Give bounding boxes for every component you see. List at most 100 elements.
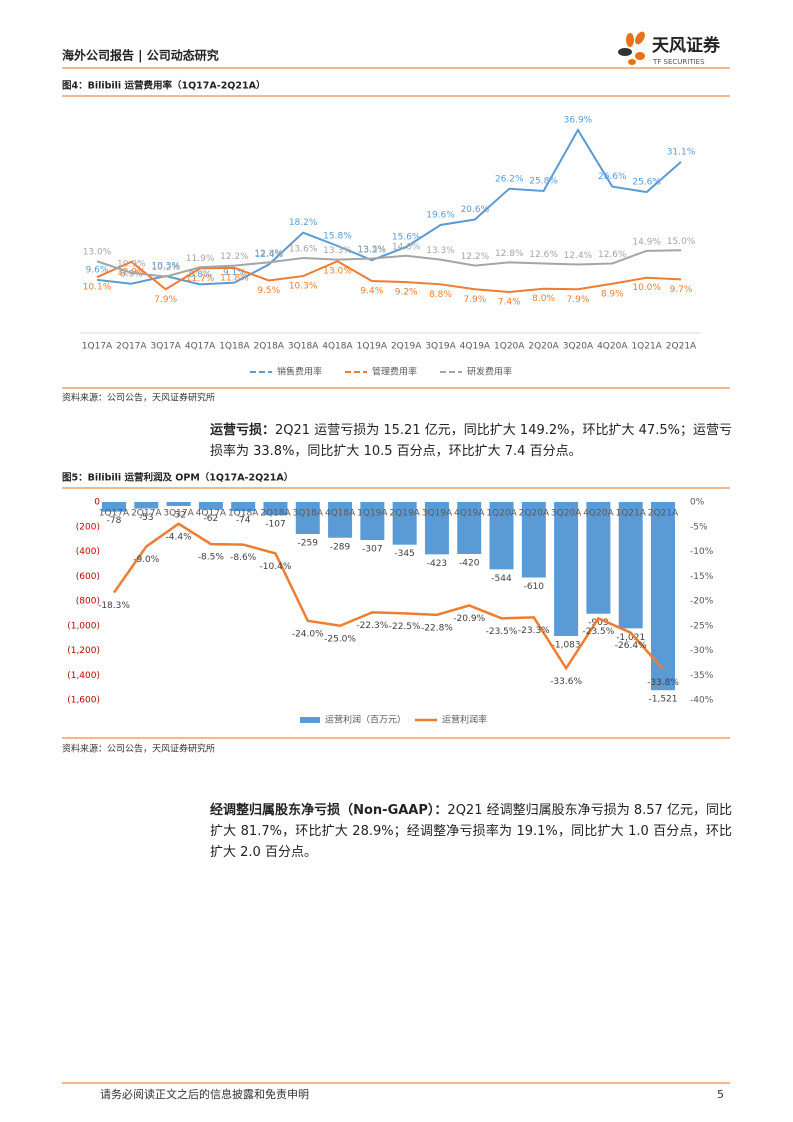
y-tick-label: (800): [76, 597, 100, 607]
x-tick-label: 4Q18A: [325, 509, 356, 519]
data-label: -903: [588, 618, 608, 628]
data-label: 18.2%: [289, 218, 318, 228]
y-tick-label: (200): [76, 522, 100, 532]
x-tick-label: 1Q17A: [99, 509, 130, 519]
x-tick-label: 2Q20A: [528, 342, 559, 352]
x-tick-label: 3Q17A: [150, 342, 181, 352]
logo: [618, 31, 645, 65]
data-label: 12.2%: [220, 252, 249, 262]
bar: [328, 502, 353, 538]
data-label: -289: [330, 542, 351, 552]
data-label: -544: [491, 574, 512, 584]
data-label: 12.4%: [254, 250, 283, 260]
x-tick-label: 4Q20A: [583, 509, 614, 519]
y2-tick-label: -35%: [690, 671, 714, 681]
data-label: -78: [107, 516, 122, 526]
bar: [521, 502, 546, 578]
data-label: 9.6%: [86, 265, 109, 275]
bar: [457, 502, 482, 554]
y2-tick-label: -5%: [690, 522, 708, 532]
data-label: -259: [298, 539, 319, 549]
data-label: -23.3%: [518, 626, 550, 636]
y2-tick-label: -15%: [690, 572, 714, 582]
x-tick-label: 1Q20A: [494, 342, 525, 352]
bar: [231, 502, 256, 512]
y2-tick-label: -20%: [690, 597, 714, 607]
data-label: 9.4%: [360, 287, 383, 297]
x-tick-label: 3Q18A: [288, 342, 319, 352]
data-label: -32: [171, 510, 186, 520]
data-label: -18.3%: [98, 601, 130, 611]
data-label: 15.0%: [667, 237, 696, 247]
bar: [618, 502, 643, 629]
y-tick-label: (400): [76, 547, 100, 557]
legend-label: 销售费用率: [277, 366, 322, 378]
data-label: -62: [204, 514, 219, 524]
data-label: 13.5%: [358, 245, 387, 255]
data-label: 15.8%: [323, 231, 352, 241]
x-tick-label: 2Q17A: [116, 342, 147, 352]
data-label: 12.6%: [529, 250, 558, 260]
data-label: -24.0%: [292, 629, 324, 639]
x-tick-label: 3Q19A: [422, 509, 453, 519]
x-tick-label: 4Q17A: [196, 509, 227, 519]
paragraph-lead: 经调整归属股东净亏损（Non-GAAP）：: [210, 803, 448, 818]
data-label: -22.3%: [356, 621, 388, 631]
data-label: 15.6%: [392, 232, 421, 242]
data-label: 11.8%: [220, 273, 249, 283]
data-label: 10.9%: [117, 259, 146, 269]
data-label: -25.0%: [324, 634, 356, 644]
x-tick-label: 1Q21A: [631, 342, 662, 352]
data-label: 8.9%: [120, 269, 143, 279]
data-label: 9.7%: [670, 285, 693, 295]
line: [96, 260, 682, 294]
brand: 天风证券: [652, 35, 721, 56]
data-label: 12.8%: [254, 249, 283, 259]
x-tick-label: 3Q18A: [293, 509, 324, 519]
x-tick-label: 2Q18A: [254, 342, 285, 352]
bar: [554, 502, 579, 637]
x-tick-label: 3Q20A: [551, 509, 582, 519]
line: [96, 249, 682, 278]
x-tick-label: 2Q18A: [260, 509, 291, 519]
data-label: 20.6%: [461, 205, 490, 215]
data-label: 26.6%: [598, 172, 627, 182]
data-label: -1,521: [648, 695, 677, 705]
data-label: 31.1%: [667, 147, 696, 157]
x-tick-label: 2Q19A: [389, 509, 420, 519]
data-label: 10.3%: [289, 282, 318, 292]
x-tick-label: 1Q17A: [82, 342, 113, 352]
source: 资料来源：公司公告，天风证券研究所: [62, 743, 215, 755]
data-label: 12.6%: [598, 250, 627, 260]
x-tick-label: 4Q20A: [597, 342, 628, 352]
data-label: 13.3%: [323, 246, 352, 256]
data-label: 12.8%: [495, 249, 524, 259]
data-label: 8.8%: [189, 270, 212, 280]
data-label: 10.2%: [151, 263, 180, 273]
bar: [360, 502, 385, 540]
data-label: 12.4%: [564, 251, 593, 261]
figure-title: 图5：Bilibili 运营利润及 OPM（1Q17A-2Q21A）: [62, 472, 293, 484]
data-label: 13.2%: [358, 246, 387, 256]
x-tick-label: 1Q18A: [219, 342, 250, 352]
data-label: 7.4%: [498, 298, 521, 308]
paragraph: 经调整归属股东净亏损（Non-GAAP）：2Q21 经调整归属股东净亏损为 8.…: [210, 800, 732, 863]
y2-tick-label: -40%: [690, 696, 714, 706]
bar: [166, 502, 191, 506]
data-label: 25.6%: [632, 178, 661, 188]
x-tick-label: 1Q20A: [486, 509, 517, 519]
data-label: 36.9%: [564, 116, 593, 126]
paragraph-lead: 运营亏损：: [210, 423, 276, 438]
paragraph: 运营亏损：2Q21 运营亏损为 15.21 亿元，同比扩大 149.2%，环比扩…: [210, 420, 732, 462]
data-label: -23.5%: [582, 627, 614, 637]
bar: [651, 502, 675, 691]
data-label: 10.3%: [151, 262, 180, 272]
data-label: -8.6%: [230, 553, 257, 563]
data-label: 8.9%: [601, 289, 624, 299]
data-label: 14.0%: [392, 242, 421, 252]
page-number: 5: [717, 1088, 724, 1101]
data-label: -33.8%: [647, 678, 679, 688]
data-label: -107: [265, 520, 285, 530]
bar: [263, 502, 288, 516]
